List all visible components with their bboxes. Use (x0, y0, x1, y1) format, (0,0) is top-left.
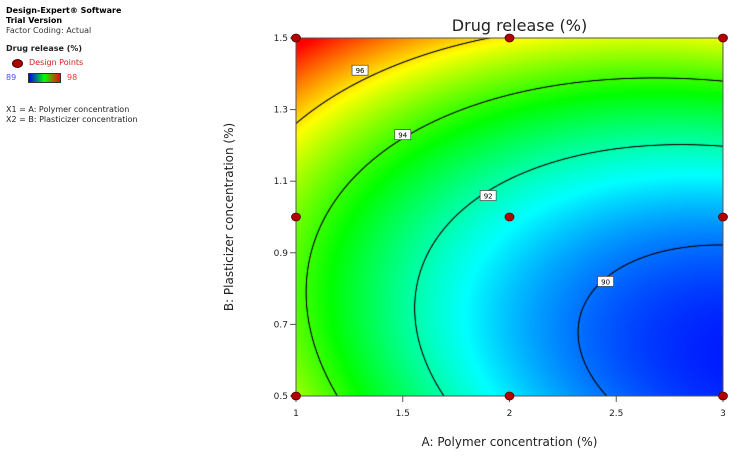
contour-label: 90 (601, 278, 610, 286)
y-axis-label: B: Plasticizer concentration (%) (222, 123, 236, 311)
design-point-icon (12, 58, 23, 68)
software-name: Design-Expert® Software (6, 6, 122, 15)
y-tick-label: 0.5 (274, 392, 288, 402)
factor-x1: X1 = A: Polymer concentration (6, 105, 130, 114)
y-tick-label: 0.9 (274, 249, 289, 259)
design-point (718, 212, 728, 222)
factor-coding: Factor Coding: Actual (6, 26, 92, 35)
x-tick-label: 2.5 (609, 409, 623, 419)
design-points-label: Design Points (29, 58, 84, 67)
contour-label: 96 (356, 67, 365, 75)
design-point (291, 212, 301, 222)
design-point (504, 33, 515, 43)
design-point (291, 33, 301, 43)
factor-x2: X2 = B: Plasticizer concentration (6, 115, 138, 124)
contour-label-box (479, 190, 497, 201)
scale-max: 98 (67, 73, 78, 82)
design-point (718, 391, 728, 401)
x-tick-label: 2 (507, 409, 513, 419)
design-point (718, 33, 728, 43)
x-tick-label: 3 (720, 409, 726, 419)
chart-title: Drug release (%) (452, 16, 587, 35)
color-bar (28, 73, 61, 83)
design-point (504, 391, 515, 401)
y-tick-label: 1.3 (274, 106, 288, 116)
contour-label: 92 (484, 193, 493, 201)
y-tick-label: 1.5 (274, 34, 288, 44)
x-tick-label: 1 (293, 409, 299, 419)
design-point (504, 212, 515, 222)
response-name: Drug release (%) (6, 44, 83, 53)
contour-label: 94 (398, 132, 407, 140)
scale-min: 89 (6, 73, 17, 82)
contour-label-box (351, 64, 369, 76)
y-tick-label: 1.1 (274, 177, 288, 187)
design-point (291, 391, 301, 401)
x-axis-label: A: Polymer concentration (%) (422, 435, 598, 449)
color-scale: 89 98 (6, 73, 138, 83)
legend-panel: Design-Expert® Software Trial Version Fa… (6, 6, 138, 125)
design-points-legend: Design Points (12, 58, 138, 68)
x-tick-label: 1.5 (396, 409, 410, 419)
y-tick-label: 0.7 (274, 320, 288, 330)
version-label: Trial Version (6, 16, 63, 25)
contour-label-box (597, 276, 614, 287)
contour-label-box (394, 129, 412, 141)
